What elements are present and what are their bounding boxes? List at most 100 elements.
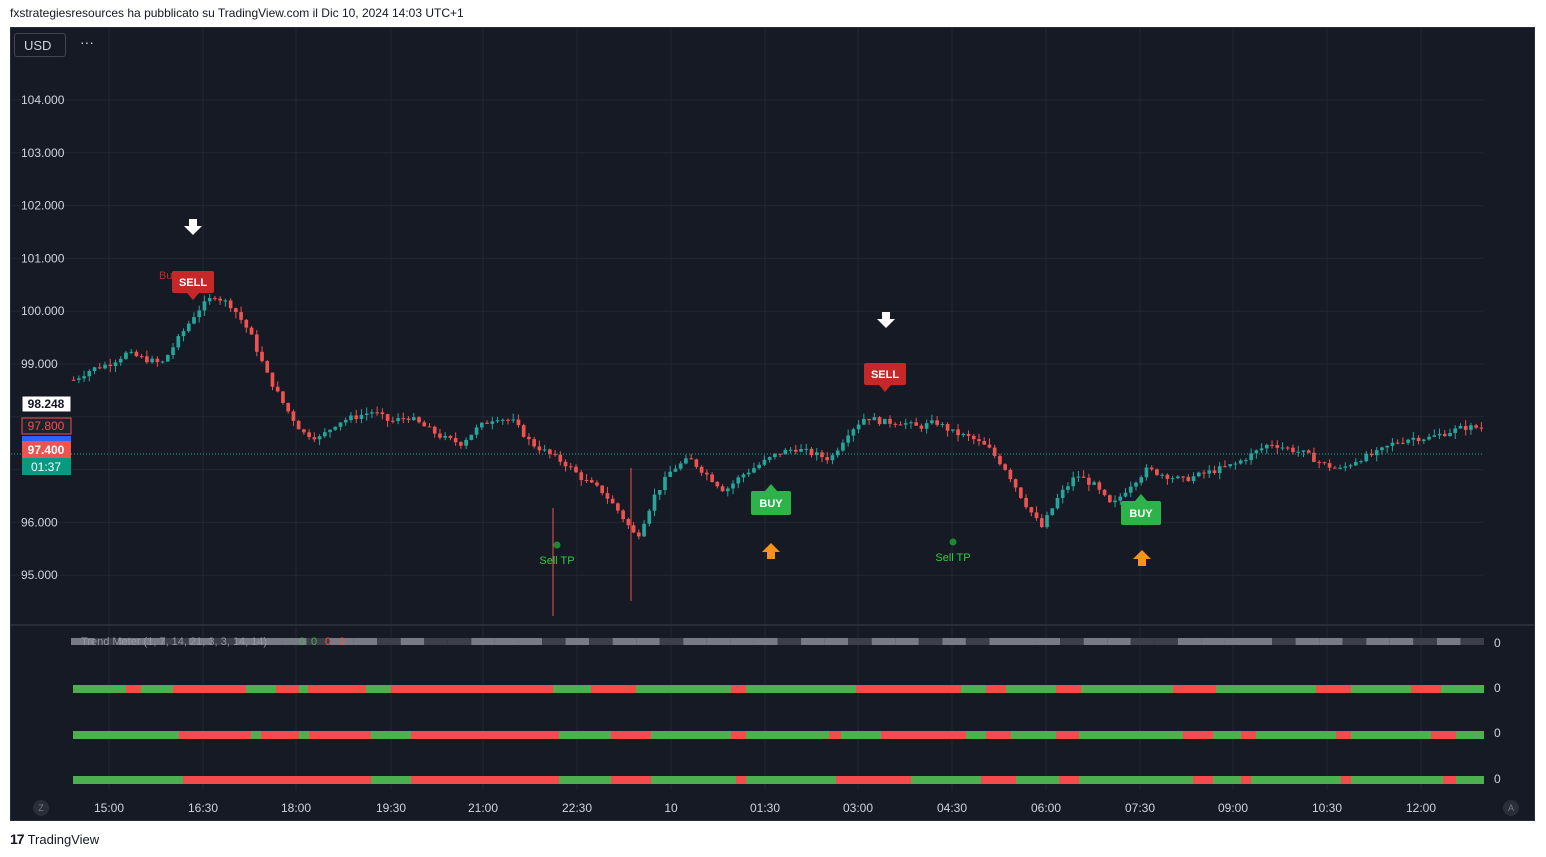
- price-badge-2-text: 97.400: [28, 443, 65, 457]
- candle-body: [464, 439, 468, 446]
- candle-body: [1155, 469, 1159, 475]
- candle-body: [129, 351, 134, 353]
- footer-brand[interactable]: TradingView: [27, 831, 100, 847]
- candle-body: [453, 438, 458, 443]
- candle-body: [124, 352, 128, 359]
- candle-body: [1118, 496, 1123, 501]
- trend-meter-cell-gray: [494, 638, 519, 645]
- trend-meter-cell: [276, 685, 299, 693]
- price-axis-label: 101.000: [21, 251, 65, 265]
- candle-body: [244, 319, 249, 328]
- trend-meter-cell-gray: [1201, 638, 1225, 645]
- candle-body: [406, 418, 411, 420]
- trend-meter-cell: [636, 685, 651, 693]
- trend-meter-cell-gray: [895, 638, 919, 645]
- candle-body: [1390, 442, 1395, 446]
- candle-body: [1469, 425, 1473, 430]
- candle-body: [888, 418, 892, 424]
- candle-body: [349, 415, 353, 421]
- trend-meter-cell: [411, 731, 559, 739]
- candle-body: [333, 426, 338, 430]
- trend-meter-cell: [841, 731, 881, 739]
- trend-meter-cell: [1411, 685, 1441, 693]
- candle-body: [521, 425, 526, 437]
- candle-body: [621, 510, 625, 520]
- candle-body: [584, 480, 589, 482]
- trend-meter-cell: [731, 685, 746, 693]
- trend-meter-cell-gray: [141, 638, 166, 645]
- candle-body: [689, 458, 693, 460]
- candle-body: [945, 424, 950, 431]
- candle-body: [757, 464, 762, 469]
- trend-meter-cell: [73, 685, 126, 693]
- candle-body: [548, 449, 552, 454]
- candle-body: [882, 418, 887, 425]
- trend-meter-cell: [1079, 731, 1183, 739]
- candle-body: [992, 447, 997, 456]
- candle-body: [856, 424, 861, 430]
- trend-meter-cell: [366, 685, 391, 693]
- candle-body: [328, 429, 332, 433]
- trend-meter-cell: [1059, 776, 1079, 784]
- candle-body: [804, 448, 809, 450]
- candle-body: [500, 419, 505, 421]
- candle-body: [197, 310, 202, 318]
- candle-body: [1191, 476, 1196, 482]
- trend-meter-cell-gray: [1177, 638, 1202, 645]
- trend-meter-cell-gray: [848, 638, 872, 645]
- candle-body: [239, 312, 243, 320]
- candle-body: [924, 423, 929, 429]
- log-scale-toggle[interactable]: Z: [33, 800, 49, 816]
- trend-meter-cell-gray: [424, 638, 448, 645]
- sell-signal-tag: [172, 271, 214, 293]
- buy-arrow-icon: [1133, 550, 1151, 566]
- candle-body: [380, 412, 385, 415]
- candle-body: [1369, 453, 1374, 456]
- auto-scale-toggle[interactable]: A: [1503, 800, 1519, 816]
- price-badge-1-text: 97.800: [28, 419, 65, 433]
- candle-body: [647, 510, 652, 524]
- candle-body: [1374, 450, 1379, 456]
- candle-body: [1249, 453, 1253, 461]
- more-icon[interactable]: ···: [80, 34, 94, 50]
- candle-body: [1411, 437, 1416, 440]
- candle-body: [893, 423, 898, 425]
- trend-meter-cell-gray: [612, 638, 637, 645]
- trend-meter-cell: [1183, 731, 1213, 739]
- candle-body: [223, 300, 228, 302]
- candle-body: [1270, 444, 1274, 446]
- sell-arrow-icon: [184, 219, 202, 235]
- candle-body: [1107, 495, 1112, 503]
- trend-meter-cell-gray: [1295, 638, 1320, 645]
- candle-body: [1406, 439, 1410, 443]
- trend-meter-cell-gray: [165, 638, 189, 645]
- currency-button[interactable]: USD: [14, 33, 66, 57]
- candle-body: [563, 461, 568, 467]
- candle-body: [218, 298, 222, 301]
- candle-body: [574, 466, 578, 473]
- trend-meter-cell-gray: [1319, 638, 1343, 645]
- candle-body: [940, 424, 945, 426]
- candle-body: [950, 429, 955, 431]
- candle-body: [1296, 451, 1301, 453]
- chart-frame[interactable]: 104.000 103.000 102.000 101.000 100.000 99.00…: [10, 27, 1535, 821]
- candle-body: [87, 370, 92, 377]
- last-price-badge: [21, 395, 72, 413]
- candle-body: [919, 425, 924, 429]
- trend-meter-cell-gray: [542, 638, 566, 645]
- candle-body: [302, 429, 306, 433]
- trend-meter-cell: [961, 685, 986, 693]
- candle-body: [1160, 474, 1164, 476]
- candle-body: [736, 477, 741, 484]
- candle-body: [171, 347, 175, 355]
- chart-svg[interactable]: 104.000 103.000 102.000 101.000 100.000 99.00…: [11, 28, 1535, 821]
- candle-body: [490, 421, 495, 424]
- buy-signal-tag: [1121, 501, 1161, 525]
- trend-meter-cell-gray: [1083, 638, 1108, 645]
- candle-body: [1228, 464, 1233, 467]
- candle-body: [479, 422, 484, 428]
- sell-tp-label: Sell TP: [539, 555, 574, 567]
- candle-body: [741, 474, 746, 478]
- candle-body: [1385, 445, 1390, 448]
- trend-meter-cell-gray: [918, 638, 943, 645]
